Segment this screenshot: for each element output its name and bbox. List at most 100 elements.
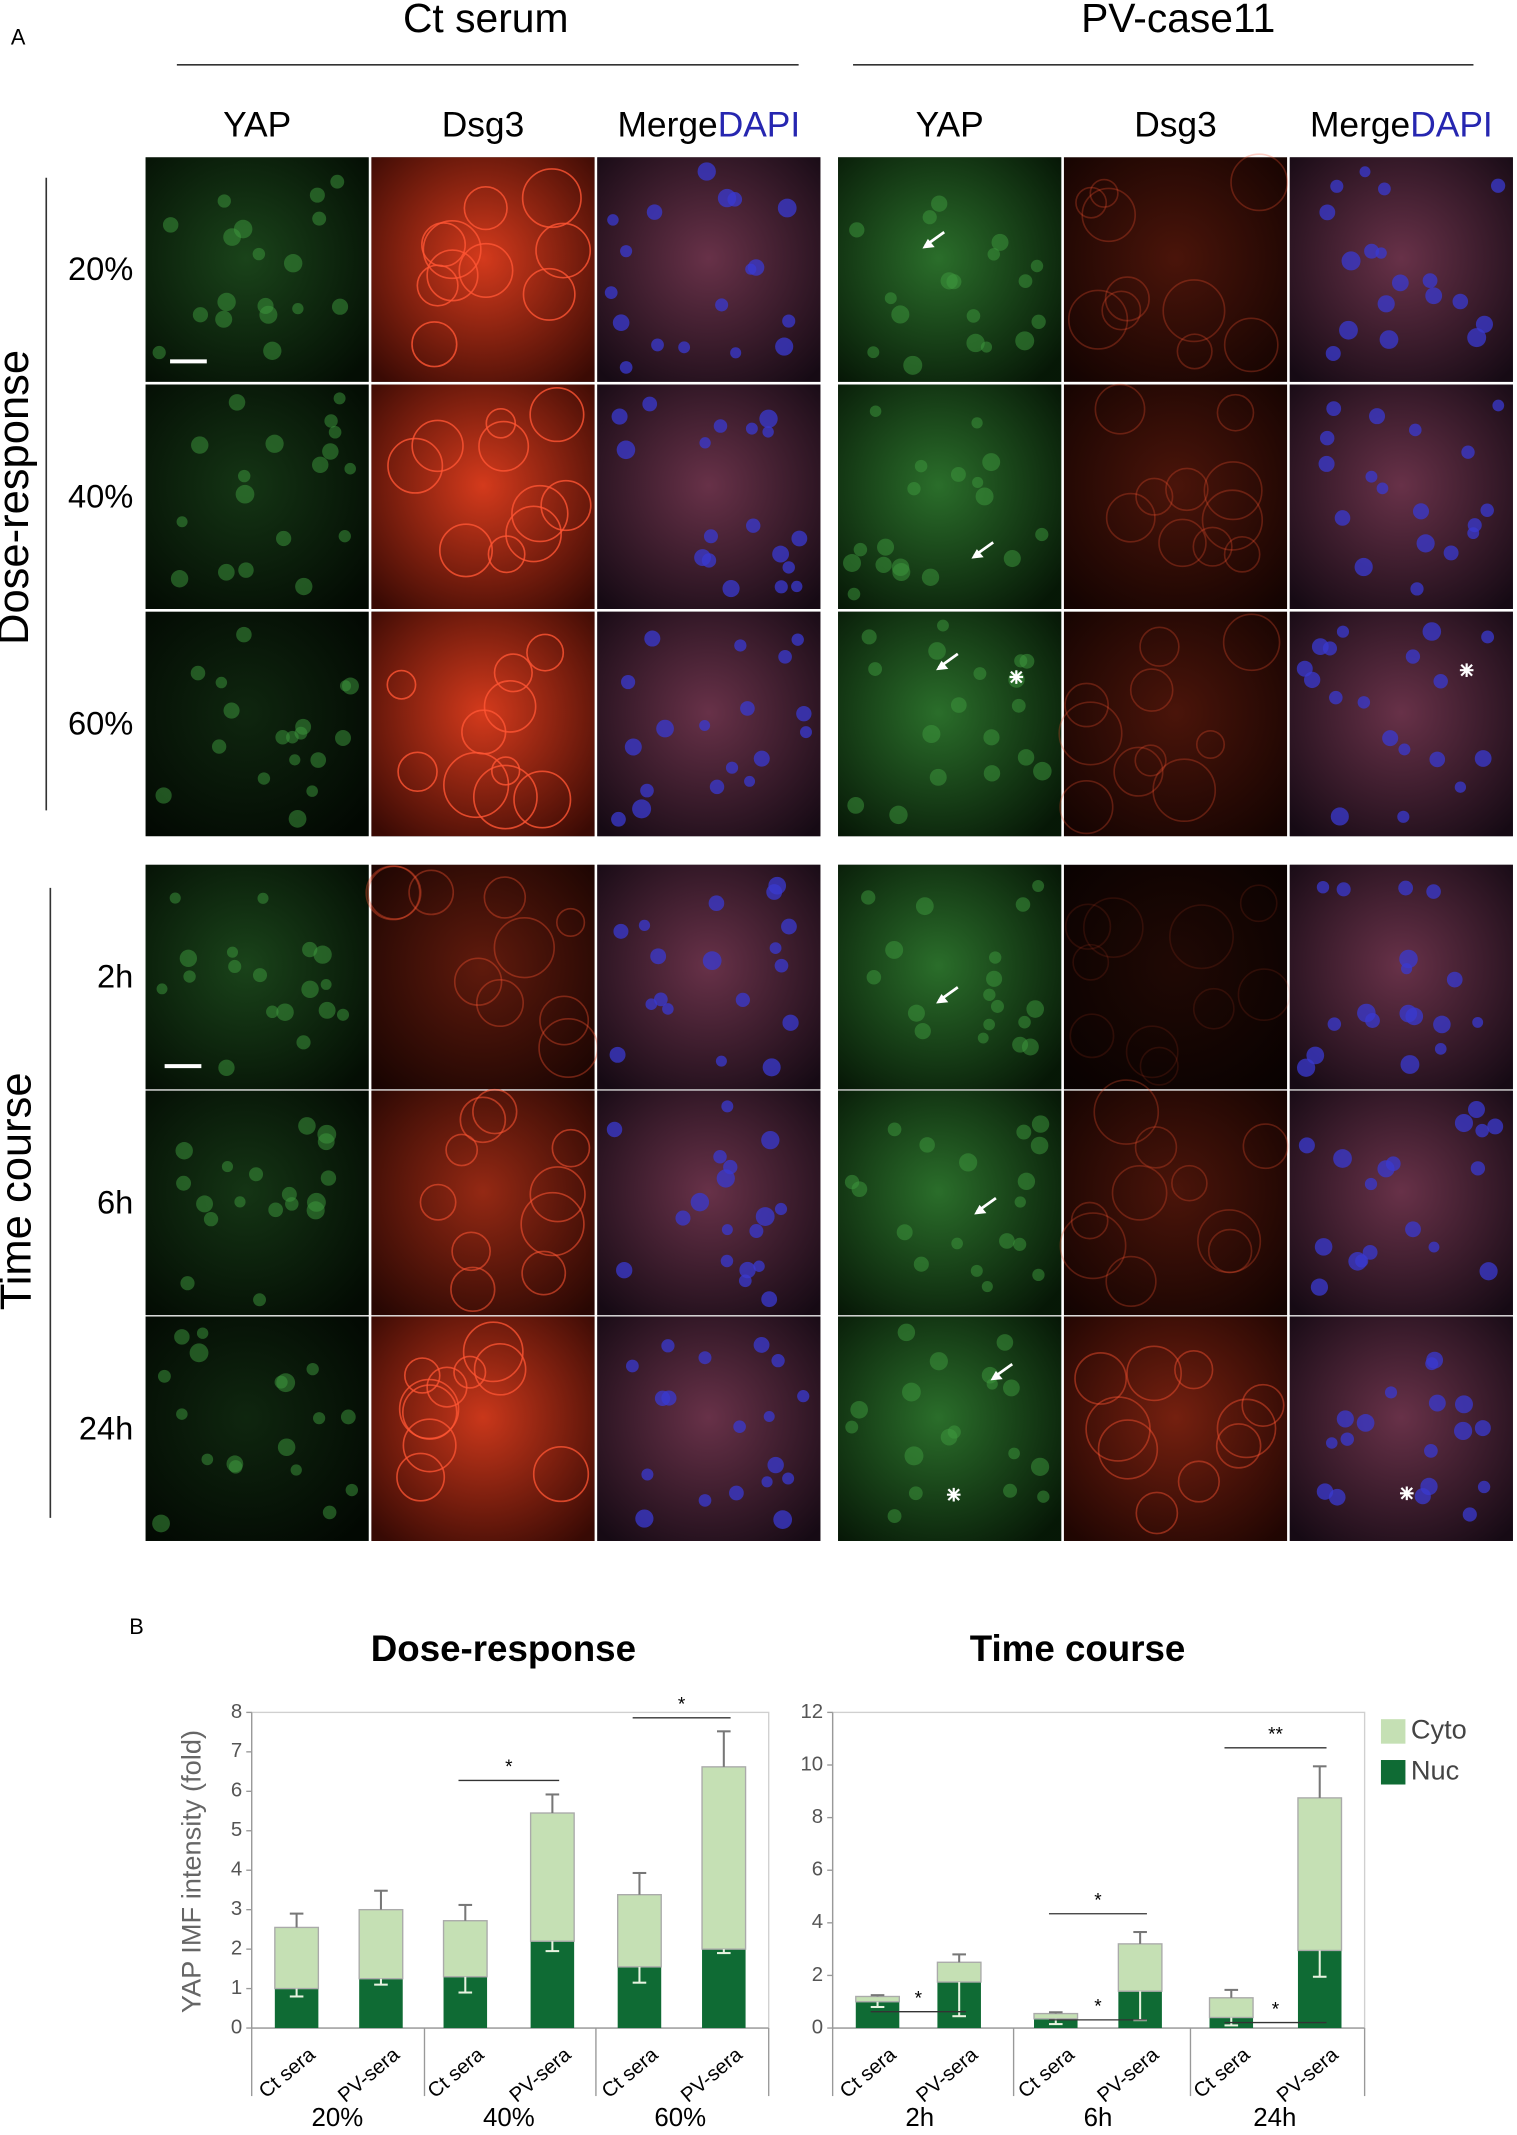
cell-border [473, 1342, 527, 1396]
nucleus [1376, 482, 1389, 495]
nucleus [1336, 882, 1351, 897]
y-tick-label: 6 [231, 1780, 242, 1802]
nucleus [782, 1472, 795, 1485]
nucleus [1424, 1444, 1438, 1458]
nucleus [236, 626, 252, 643]
cell-border [556, 907, 586, 938]
nucleus [1477, 1480, 1491, 1494]
nucleus [907, 482, 921, 496]
nucleus [1474, 1420, 1491, 1437]
nucleus [1412, 503, 1430, 520]
nucleus [1410, 582, 1424, 596]
nucleus [1003, 1483, 1018, 1498]
group-label: 2h [905, 2104, 934, 2132]
nucleus [620, 245, 633, 258]
nucleus [763, 1410, 775, 1422]
nucleus [1408, 423, 1422, 437]
significance-label: ** [1268, 1725, 1283, 1746]
nucleus [288, 809, 307, 828]
nucleus [1330, 807, 1349, 826]
nucleus [662, 1003, 674, 1015]
nucleus [749, 1224, 764, 1239]
nucleus [698, 1351, 712, 1365]
nucleus [875, 556, 892, 574]
nucleus [734, 639, 747, 652]
cell-border [493, 916, 555, 979]
cell-border [411, 321, 458, 368]
asterisk [946, 1487, 961, 1502]
nucleus [215, 676, 228, 689]
nucleus [1018, 1015, 1031, 1029]
nucleus [183, 970, 196, 983]
nucleus [217, 292, 236, 312]
cell-border [1162, 279, 1226, 343]
nucleus [259, 305, 278, 324]
cell-border [1174, 1350, 1214, 1390]
nucleus [897, 1323, 916, 1342]
cell-border [1081, 187, 1136, 243]
x-tick-label: Ct sera [1190, 2043, 1255, 2103]
cell-border [1094, 383, 1146, 435]
nucleus [1032, 880, 1045, 892]
nucleus [1327, 1017, 1342, 1031]
cell-border [1135, 1491, 1179, 1535]
nucleus [609, 1046, 626, 1063]
bar-segment [701, 1766, 747, 1950]
cell-border [1097, 1419, 1159, 1480]
nucleus [843, 554, 862, 572]
nucleus [850, 1400, 868, 1419]
nucleus [867, 346, 880, 359]
nucleus [292, 302, 304, 315]
nucleus [773, 1510, 793, 1529]
nucleus [286, 730, 299, 744]
nucleus [192, 307, 209, 323]
nucleus [1480, 503, 1494, 517]
nucleus [690, 1192, 710, 1212]
nucleus [624, 738, 642, 756]
micrograph [597, 864, 821, 1090]
nucleus [922, 210, 937, 225]
cell-border [1139, 626, 1180, 667]
nucleus [781, 918, 797, 935]
nucleus [1429, 751, 1446, 768]
nucleus [1446, 971, 1463, 988]
nucleus [640, 783, 654, 798]
bar-segment [530, 1941, 575, 2029]
channel-dapi: DAPI [718, 106, 801, 145]
nucleus [887, 1509, 902, 1524]
nucleus [740, 701, 755, 716]
nucleus [611, 811, 626, 827]
nucleus [791, 580, 803, 593]
nucleus [762, 1058, 781, 1077]
x-tick-label: PV-sera [677, 2043, 747, 2107]
nucleus [641, 1468, 654, 1481]
nucleus [228, 959, 242, 974]
nucleus [616, 440, 636, 460]
nucleus [266, 1005, 279, 1019]
nucleus [755, 1207, 775, 1226]
nucleus [1462, 1507, 1477, 1522]
nucleus [922, 724, 941, 744]
error-bar [717, 1949, 731, 1955]
nucleus [1422, 273, 1438, 289]
error-bar [458, 1976, 473, 1994]
nucleus [766, 884, 783, 900]
nucleus [1452, 293, 1469, 310]
channel-merge: Merge [1310, 106, 1410, 145]
nucleus [228, 394, 246, 411]
nucleus [761, 1130, 780, 1150]
nucleus [896, 1224, 913, 1241]
cell-border [1201, 489, 1264, 551]
nucleus [999, 1233, 1015, 1249]
nucleus [1298, 1137, 1315, 1154]
nucleus [774, 1202, 788, 1216]
chart-title: Dose-response [371, 1628, 636, 1669]
nucleus [1356, 1414, 1375, 1432]
nucleus [1359, 166, 1371, 178]
bar-segment [1117, 1943, 1163, 1992]
nucleus [1316, 880, 1330, 894]
bar-segment [1297, 1797, 1343, 1952]
cell-border [539, 995, 590, 1046]
nucleus [298, 1117, 316, 1135]
y-tick-label: 2 [812, 1964, 823, 1986]
